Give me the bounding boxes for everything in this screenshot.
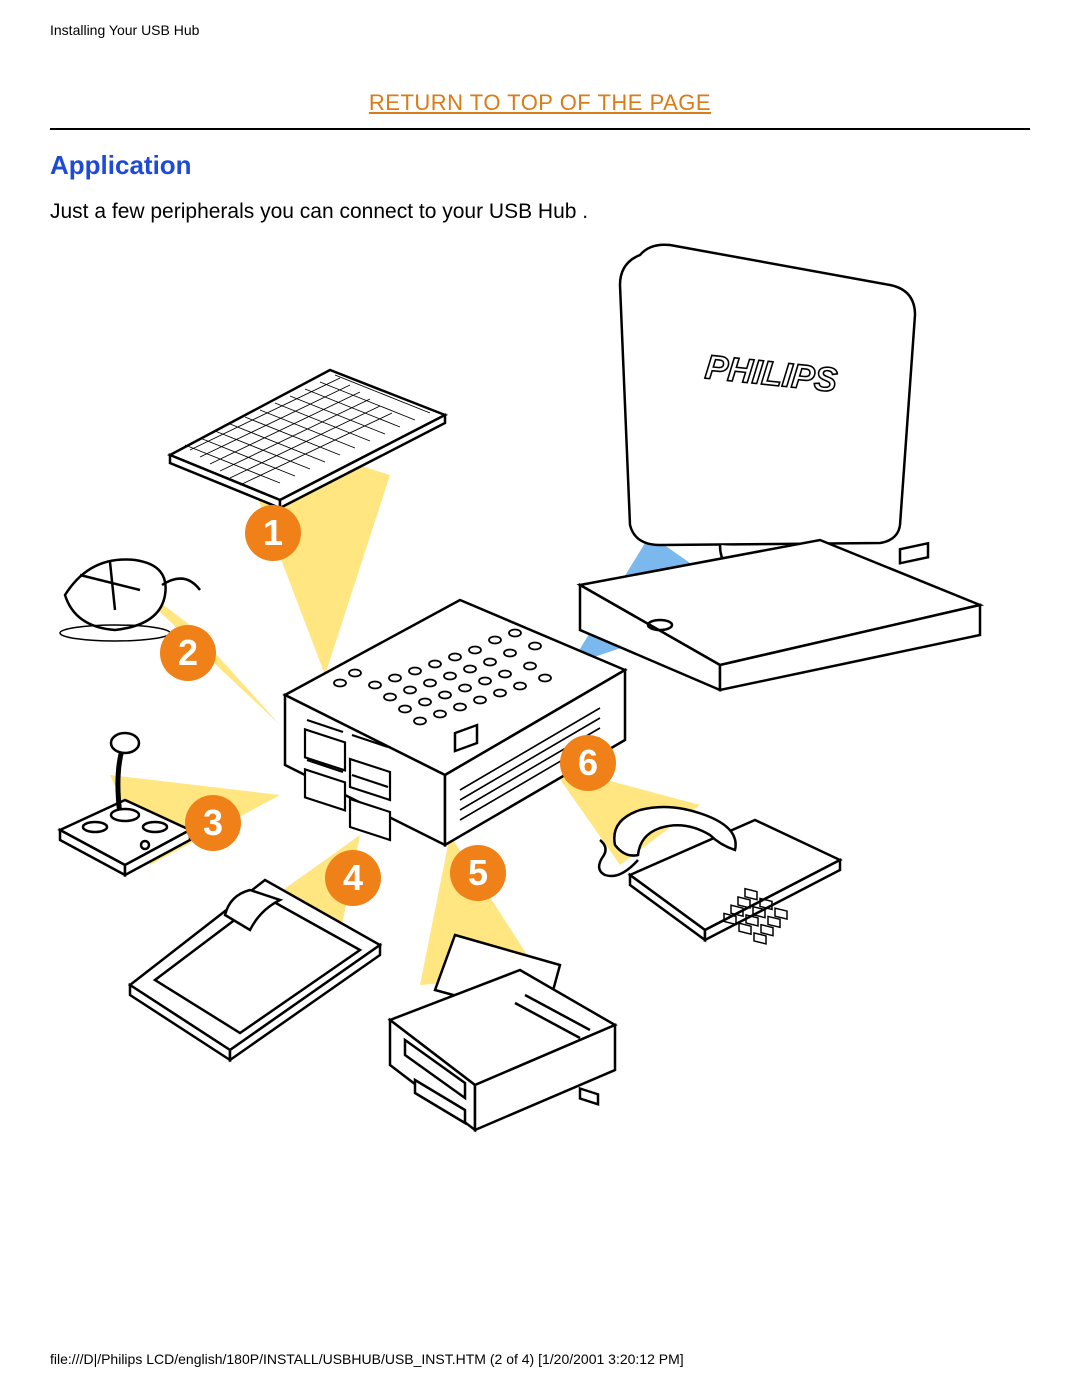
page-header-label: Installing Your USB Hub [50, 22, 199, 38]
marker-1: 1 [245, 505, 301, 561]
horizontal-rule [50, 128, 1030, 130]
marker-2: 2 [160, 625, 216, 681]
marker-4: 4 [325, 850, 381, 906]
printer-icon [360, 925, 630, 1145]
return-to-top-link[interactable]: RETURN TO TOP OF THE PAGE [0, 90, 1080, 116]
section-intro-text: Just a few peripherals you can connect t… [50, 200, 588, 224]
monitor-icon: PHILIPS [520, 235, 1000, 695]
marker-3: 3 [185, 795, 241, 851]
telephone-icon [590, 780, 850, 950]
footer-file-path: file:///D|/Philips LCD/english/180P/INST… [50, 1351, 684, 1367]
keyboard-icon [160, 360, 450, 510]
section-title: Application [50, 150, 192, 181]
marker-5: 5 [450, 845, 506, 901]
usb-hub-diagram: PHILIPS [50, 245, 1030, 1275]
marker-6: 6 [560, 735, 616, 791]
